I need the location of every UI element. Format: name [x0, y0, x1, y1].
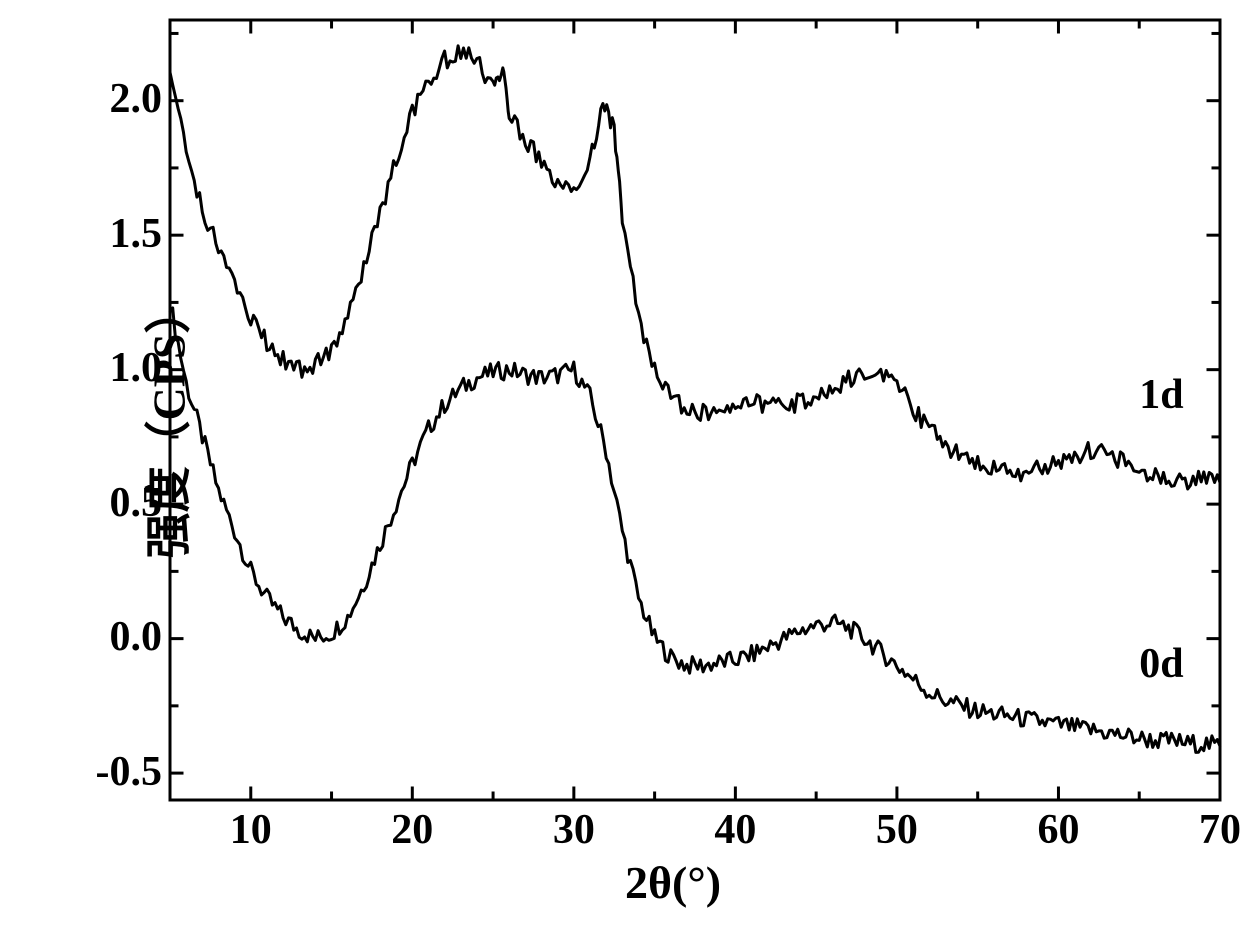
series-label-0d: 0d	[1139, 640, 1183, 688]
series-0d	[170, 308, 1220, 753]
xrd-chart: 强度（CPS） 2θ(°) 1d 0d 10203040506070-0.50.…	[0, 0, 1240, 928]
y-tick-label: 0.0	[62, 613, 162, 661]
y-tick-label: 2.0	[62, 75, 162, 123]
x-axis-label: 2θ(°)	[625, 856, 721, 909]
series-label-1d: 1d	[1139, 371, 1183, 419]
y-tick-label: -0.5	[62, 748, 162, 796]
x-tick-label: 30	[534, 806, 614, 854]
y-tick-label: 1.0	[62, 344, 162, 392]
x-tick-label: 40	[695, 806, 775, 854]
y-tick-label: 0.5	[62, 479, 162, 527]
x-tick-label: 50	[857, 806, 937, 854]
x-tick-label: 70	[1180, 806, 1240, 854]
x-tick-label: 10	[211, 806, 291, 854]
x-tick-label: 20	[372, 806, 452, 854]
series-1d	[170, 46, 1220, 489]
y-tick-label: 1.5	[62, 210, 162, 258]
x-tick-label: 60	[1018, 806, 1098, 854]
